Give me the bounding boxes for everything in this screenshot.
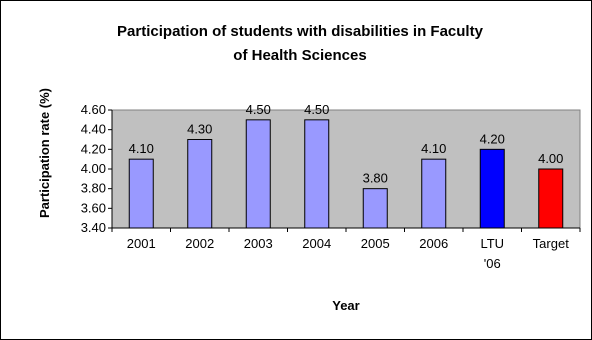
bar-2004 [304, 119, 330, 229]
x-tick-label: LTU '06 [480, 236, 504, 271]
y-tick-label: 3.40 [81, 220, 106, 235]
x-axis-title: Year [332, 298, 359, 313]
plot-area [111, 109, 581, 229]
data-label: 4.20 [480, 131, 505, 146]
chart-title-line-1: Participation of students with disabilit… [117, 23, 484, 40]
bar-ltu-06 [479, 148, 505, 229]
data-label: 4.50 [304, 102, 329, 117]
y-tick-label: 4.60 [81, 102, 106, 117]
bar-2002 [187, 139, 213, 229]
data-label: 4.30 [187, 122, 212, 137]
bars-group [128, 119, 564, 229]
x-tick-label: 2002 [185, 236, 214, 251]
y-tick-label: 4.40 [81, 122, 106, 137]
bar-2001 [128, 158, 154, 229]
x-tick-label: 2005 [361, 236, 390, 251]
x-tick-label: 2004 [302, 236, 331, 251]
data-label: 4.10 [129, 141, 154, 156]
bar-2006 [421, 158, 447, 229]
y-tick-label: 4.20 [81, 141, 106, 156]
y-tick-label: 4.00 [81, 161, 106, 176]
y-axis-title: Participation rate (%) [37, 88, 52, 218]
data-label: 3.80 [363, 171, 388, 186]
y-tick-label: 3.60 [81, 200, 106, 215]
data-labels-group: 4.10 4.30 4.50 4.50 3.80 4.10 4.20 4.00 [129, 102, 564, 186]
bar-target [538, 168, 564, 229]
data-label: 4.50 [246, 102, 271, 117]
x-tick-label: 2003 [244, 236, 273, 251]
chart-title-line-2: of Health Sciences [233, 47, 366, 64]
x-axis-ticks: 2001 2002 2003 2004 2005 2006 LTU '06 Target [111, 228, 581, 271]
data-label: 4.00 [538, 151, 563, 166]
x-tick-label: 2006 [419, 236, 448, 251]
y-tick-label: 3.80 [81, 181, 106, 196]
x-tick-label: Target [533, 236, 570, 251]
x-tick-label: 2001 [127, 236, 156, 251]
data-label: 4.10 [421, 141, 446, 156]
bar-2003 [245, 119, 271, 229]
bar-2005 [362, 188, 388, 229]
